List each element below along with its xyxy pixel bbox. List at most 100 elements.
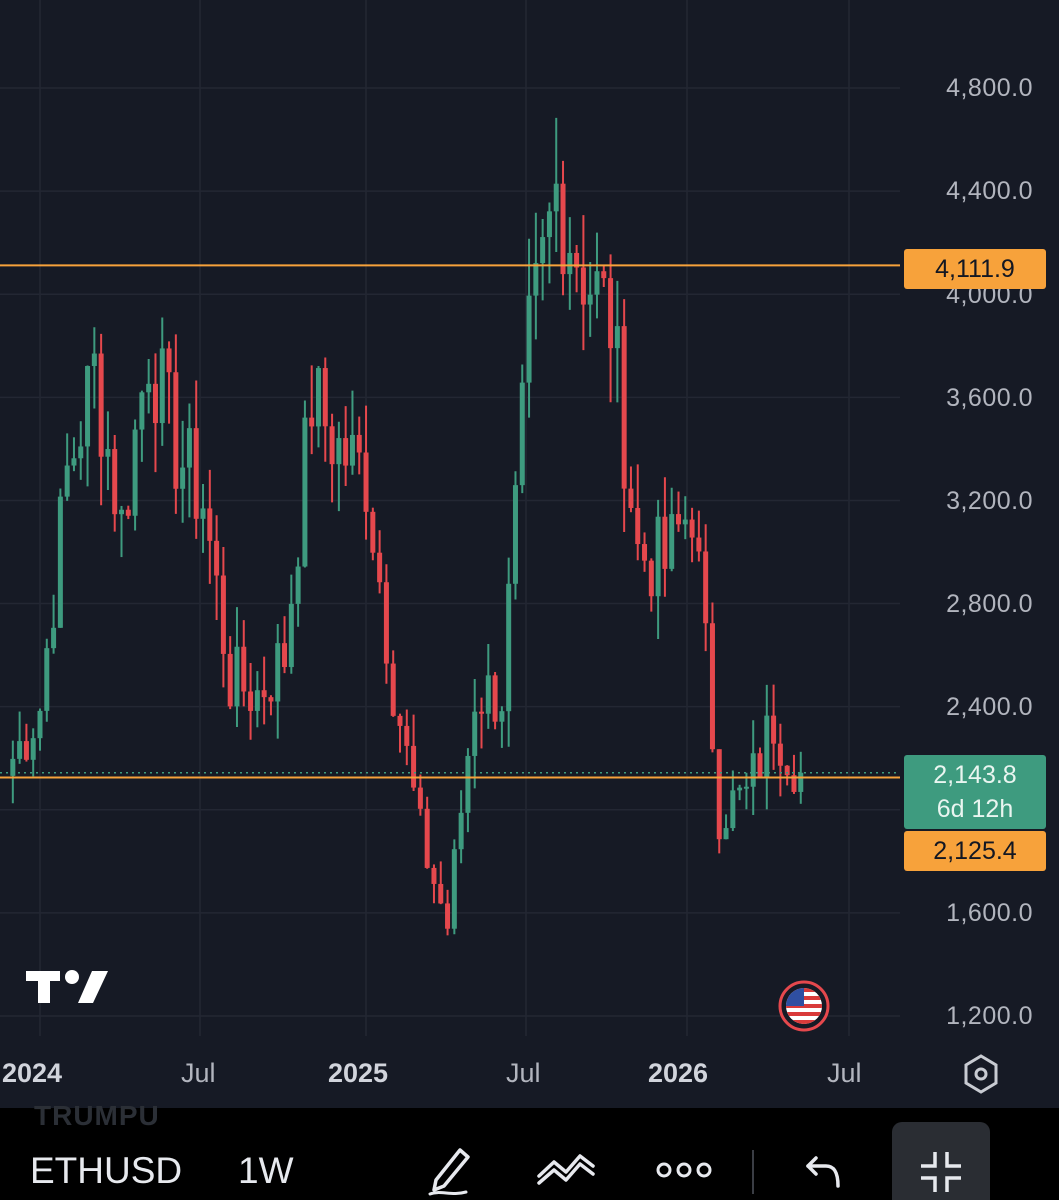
candle-body (642, 544, 648, 561)
y-tick-2400: 2,400.0 (946, 693, 1033, 721)
candle-body (743, 786, 749, 789)
candle-body (397, 715, 403, 726)
candle-body (51, 627, 57, 649)
candle-body (771, 715, 777, 744)
chart-area[interactable] (0, 0, 1059, 1108)
candle-body (716, 749, 722, 840)
candle-body (417, 787, 423, 809)
candle-body (601, 271, 607, 279)
candle-body (91, 353, 97, 367)
candle-body (485, 675, 491, 714)
candle-body (261, 690, 267, 698)
candle-body (173, 372, 179, 489)
candle-body (635, 507, 641, 545)
candle-body (383, 582, 389, 664)
candle-body (567, 252, 573, 275)
collapse-icon (921, 1152, 961, 1192)
symbol-button[interactable]: ETHUSD (30, 1150, 183, 1191)
y-tick-2800: 2,800.0 (946, 590, 1033, 618)
candle-body (696, 537, 702, 552)
candle-body (302, 417, 308, 567)
candle-body (479, 711, 485, 714)
candle-body (64, 465, 70, 497)
candle-body (784, 765, 790, 776)
candle-body (682, 519, 688, 525)
upper-level-price: 4,111.9 (935, 255, 1015, 283)
candle-body (241, 646, 247, 692)
candle-body (214, 540, 220, 576)
candle-body (438, 883, 444, 904)
candle-body (363, 452, 369, 512)
candle-body (424, 808, 430, 868)
candle-body (17, 741, 23, 759)
toolbar-divider (752, 1150, 754, 1194)
candle-body (44, 648, 50, 711)
candle-body (234, 646, 240, 707)
pencil-icon[interactable] (422, 1140, 478, 1198)
bar-countdown: 6d 12h (936, 795, 1014, 823)
candle-body (180, 467, 186, 489)
current-price-tag[interactable]: 2,143.8 6d 12h (904, 755, 1046, 829)
candle-body (689, 519, 695, 538)
candle-body (322, 368, 328, 427)
candle-body (764, 715, 770, 777)
candle-body (105, 449, 111, 457)
candle-body (553, 183, 559, 212)
candle-body (526, 295, 532, 383)
lower-level-price-tag[interactable]: 2,125.4 (904, 831, 1046, 871)
candle-body (370, 511, 376, 553)
candle-body (709, 623, 715, 750)
y-tick-3600: 3,600.0 (946, 384, 1033, 412)
candle-body (614, 326, 620, 349)
candle-body (356, 434, 362, 453)
candle-body (737, 787, 743, 791)
x-tick-2025: 2025 (328, 1058, 389, 1088)
candle-body (465, 755, 471, 813)
x-tick-2024: 2024 (2, 1058, 63, 1088)
candle-body (777, 743, 783, 766)
candle-body (159, 348, 165, 424)
candle-body (560, 183, 566, 275)
us-flag-event-icon[interactable] (778, 980, 830, 1032)
y-tick-1200: 1,200.0 (946, 1002, 1033, 1030)
candlestick-chart[interactable] (0, 0, 1059, 1108)
candle-body (750, 753, 756, 787)
candle-body (10, 758, 16, 776)
candle-body (186, 428, 192, 468)
x-tick-jul-2025: Jul (506, 1058, 541, 1088)
candle-body (574, 252, 580, 268)
candle-body (540, 237, 546, 264)
candle-body (621, 326, 627, 489)
candle-body (343, 438, 349, 466)
candle-body (390, 663, 396, 716)
candle-body (349, 434, 355, 466)
more-icon[interactable] (655, 1160, 713, 1180)
candle-body (798, 772, 804, 792)
candle-body (152, 383, 158, 424)
candle-body (23, 741, 29, 760)
indicators-icon[interactable] (536, 1150, 596, 1186)
candle-body (329, 426, 335, 465)
candle-body (492, 675, 498, 722)
y-tick-4800: 4,800.0 (946, 74, 1033, 102)
candle-body (254, 690, 260, 711)
undo-icon[interactable] (804, 1152, 842, 1190)
y-tick-1600: 1,600.0 (946, 899, 1033, 927)
candle-body (336, 438, 342, 465)
candle-body (655, 516, 661, 597)
candle-body (377, 552, 383, 583)
candle-body (98, 353, 104, 457)
candle-body (282, 643, 288, 668)
interval-button[interactable]: 1W (238, 1150, 294, 1191)
candle-body (275, 643, 281, 702)
chart-settings-icon[interactable] (961, 1053, 1001, 1095)
candle-body (227, 653, 233, 707)
candle-body (451, 849, 457, 929)
candle-body (220, 575, 226, 654)
upper-level-price-tag[interactable]: 4,111.9 (904, 249, 1046, 289)
x-tick-jul-2024: Jul (181, 1058, 216, 1088)
candle-body (30, 738, 36, 760)
candle-body (587, 294, 593, 305)
candle-body (166, 348, 172, 373)
exit-fullscreen-button[interactable] (892, 1122, 990, 1200)
